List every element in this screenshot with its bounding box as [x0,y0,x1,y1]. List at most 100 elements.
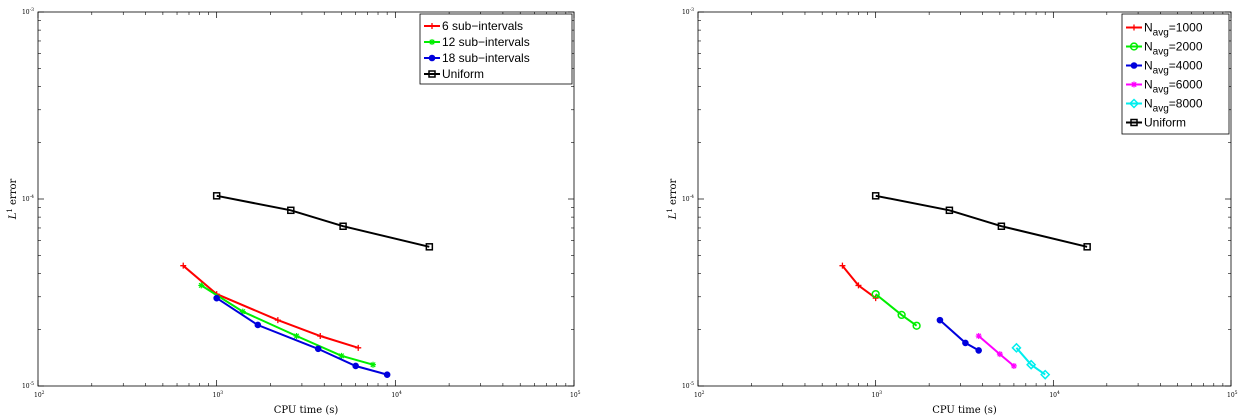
legend-item: Uniform [424,67,484,81]
data-point [975,347,982,354]
data-point [839,262,846,269]
y-tick-label: 10-3 [682,7,694,16]
legend-marker [1131,24,1137,31]
data-point [254,321,262,329]
data-point [293,333,300,340]
x-axis-label: CPU time (s) [932,405,997,416]
data-point [975,333,982,340]
series-3 [213,294,391,378]
x-tick-label: 104 [391,390,402,399]
series-4 [975,333,1017,369]
data-point [1026,359,1037,370]
legend-item: Navg=1000 [1126,21,1203,39]
legend-label: 18 sub−intervals [442,51,530,65]
x-tick-label: 105 [570,390,581,399]
legend-marker [1129,42,1139,51]
legend-label: Navg=6000 [1144,78,1203,96]
data-point [996,351,1003,358]
legend-label: Uniform [1144,116,1186,130]
legend-marker [1130,118,1138,127]
x-axis-label: CPU time (s) [274,405,339,416]
data-point [352,362,359,370]
data-point [997,222,1006,230]
data-point [945,206,954,215]
data-point [317,333,324,340]
series-line [875,194,1088,248]
data-point [383,371,391,378]
legend: 6 sub−intervals 12 sub−intervals 18 sub−in… [419,13,573,85]
legend-item: 6 sub−intervals [424,19,523,33]
series-2 [871,289,921,330]
data-point [897,310,906,320]
data-point [912,321,921,330]
series-4 [212,192,434,251]
x-tick-label: 102 [34,390,45,399]
data-point [1083,243,1091,251]
series-5 [1011,342,1051,380]
legend-marker [1130,62,1138,69]
data-point [338,352,345,359]
x-tick-label: 103 [213,390,224,399]
series-line [875,293,918,327]
data-point [239,308,246,315]
data-point [355,344,362,351]
legend-item: Uniform [1126,116,1186,130]
data-point [855,282,862,289]
legend-item: 12 sub−intervals [424,35,530,49]
series-line [1015,347,1046,376]
y-axis-label: L1 error [666,179,679,221]
y-tick-label: 10-5 [22,381,34,390]
chart-panel-1: 102 103 104 105 10-5 10-4 10-3 CPU time (s) L1 e… [6,7,581,416]
legend-item: Navg=4000 [1126,59,1203,77]
legend-label: 6 sub−intervals [442,19,523,33]
data-point [1011,342,1022,353]
data-point [212,192,221,200]
minor-ticks [38,12,574,386]
legend-label: Navg=1000 [1144,21,1203,39]
legend-marker [429,23,435,29]
y-axis-label: L1 error [6,179,19,221]
x-tick-label: 102 [694,390,705,399]
legend-marker [429,39,435,45]
legend-box [419,13,573,85]
legend-label: Uniform [442,67,484,81]
legend-item: Navg=2000 [1126,40,1203,58]
data-point [287,206,295,215]
legend-item: Navg=8000 [1126,97,1203,115]
y-tick-label: 10-4 [22,194,34,203]
data-point [213,294,220,302]
data-point [370,361,377,368]
data-point [314,345,322,353]
chart-panel-2: 102 103 104 105 10-5 10-4 10-3 CPU time (s) L1 e… [666,7,1238,416]
legend-marker [428,54,436,62]
legend-marker [428,70,436,78]
y-tick-label: 10-3 [22,7,34,16]
data-point [180,262,187,269]
legend-item: Navg=6000 [1126,78,1203,96]
data-point [1010,362,1017,369]
data-point [871,192,880,200]
legend-label: Navg=4000 [1144,59,1203,77]
series-3 [936,316,982,354]
legend: Navg=1000Navg=2000Navg=4000Navg=6000Navg… [1121,13,1230,135]
legend-marker [1131,81,1137,88]
data-point [936,316,944,324]
series-line [216,194,430,248]
series-6 [871,192,1091,251]
data-point [339,222,347,230]
data-point [425,243,434,251]
x-tick-label: 104 [1049,390,1060,399]
series-2 [198,282,377,368]
legend-marker [1128,98,1140,109]
y-tick-label: 10-4 [682,194,694,203]
y-tick-label: 10-5 [682,381,694,390]
legend-box [1121,13,1230,135]
x-tick-label: 105 [1227,390,1238,399]
data-point [871,289,880,299]
minor-ticks [698,12,1231,386]
data-point [198,282,205,289]
legend-label: Navg=8000 [1144,97,1203,115]
legend-item: 18 sub−intervals [424,51,530,65]
data-point [1040,369,1051,380]
